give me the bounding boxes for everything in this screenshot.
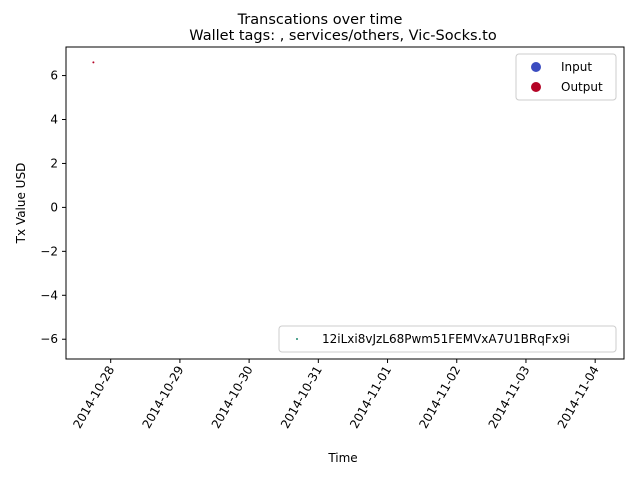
chart-title: Transcations over time [237,12,403,28]
y-tick-label: −6 [40,332,58,346]
x-tick-label: 2014-11-01 [347,364,394,431]
chart-subtitle: Wallet tags: , services/others, Vic-Sock… [189,28,497,44]
plot-area [65,46,625,360]
y-tick-label: 6 [50,69,58,83]
data-marks [92,61,95,64]
y-tick-label: 2 [50,156,58,170]
legend-box [515,53,617,101]
legend-label: Output [561,80,603,94]
legend-marker [531,62,541,72]
x-tick-label: 2014-10-31 [278,364,325,431]
y-tick-label: −2 [40,244,58,258]
y-axis: −6 −4 −2 0 2 4 6 [40,69,66,346]
legend-bottom-right: 12iLxi8vJzL68Pwm51FEMVxA7U1BRqFx9i [278,325,617,353]
legend-marker [296,338,298,340]
legend-top-right: Input Output [515,53,617,101]
y-tick-label: −4 [40,288,58,302]
plot-frame [65,46,625,360]
legend-box [278,325,617,353]
legend-label: 12iLxi8vJzL68Pwm51FEMVxA7U1BRqFx9i [322,332,570,346]
y-tick-label: 4 [50,113,58,127]
x-tick-label: 2014-11-03 [486,364,533,431]
x-tick-label: 2014-11-02 [416,364,463,431]
x-axis: 2014-10-28 2014-10-29 2014-10-30 2014-10-31… [70,359,602,431]
legend-marker [531,82,541,92]
legend-label: Input [561,60,592,74]
data-point [92,61,95,64]
x-tick-label: 2014-10-28 [70,364,117,431]
x-tick-label: 2014-10-30 [209,364,256,431]
x-axis-label: Time [327,451,357,465]
x-tick-label: 2014-10-29 [140,364,187,431]
x-tick-label: 2014-11-04 [555,364,602,431]
y-tick-label: 0 [50,200,58,214]
y-axis-label: Tx Value USD [14,163,28,245]
